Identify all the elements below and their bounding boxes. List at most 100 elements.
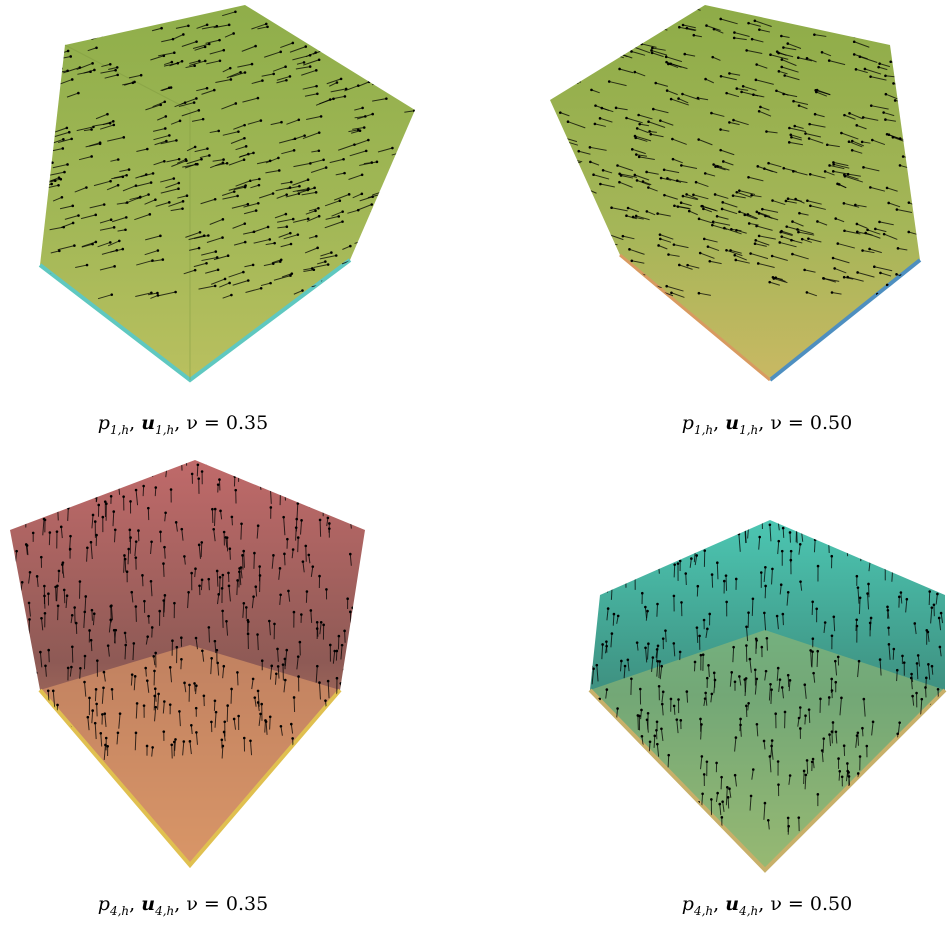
arrow — [324, 200, 340, 207]
arrow-head — [56, 703, 59, 707]
arrow-head — [884, 14, 888, 17]
arrow-head — [71, 221, 75, 225]
arrow-head — [185, 194, 189, 198]
arrow-head — [181, 200, 185, 203]
arrow — [151, 27, 162, 32]
arrow — [857, 661, 860, 678]
arrow-head — [142, 484, 145, 488]
arrow — [251, 23, 267, 30]
arrow — [713, 221, 731, 226]
arrow — [222, 195, 238, 200]
arrow — [878, 12, 894, 20]
arrow-head — [705, 760, 709, 764]
arrow-head — [154, 651, 157, 655]
arrow — [682, 93, 700, 101]
arrow-head — [878, 62, 881, 65]
arrow — [593, 174, 610, 180]
arrow — [196, 87, 208, 92]
arrow-head — [172, 177, 176, 180]
arrow-head — [197, 109, 201, 112]
arrow — [315, 5, 328, 6]
arrow — [535, 204, 544, 206]
arrow — [782, 614, 784, 626]
arrow-head — [630, 148, 634, 151]
arrow — [150, 581, 153, 597]
arrow-head — [59, 525, 63, 529]
arrow-head — [122, 495, 125, 498]
arrow — [874, 266, 893, 272]
arrow-head — [674, 545, 677, 548]
arrow — [564, 247, 576, 253]
arrow-head — [280, 120, 283, 124]
arrow — [392, 55, 408, 62]
arrow — [928, 591, 931, 606]
arrow — [659, 234, 674, 240]
arrow-head — [805, 759, 809, 762]
arrow — [563, 233, 578, 238]
arrow — [289, 463, 293, 473]
arrow-head — [198, 5, 201, 8]
arrow-head — [836, 5, 840, 7]
arrow — [75, 460, 78, 469]
arrow-head — [246, 202, 250, 206]
arrow — [829, 734, 832, 747]
arrow — [31, 494, 34, 509]
arrow — [310, 167, 327, 173]
arrow — [713, 28, 724, 34]
arrow — [732, 647, 735, 663]
arrow — [319, 622, 322, 635]
arrow-head — [60, 67, 63, 70]
arrow — [361, 262, 378, 269]
arrow — [786, 592, 789, 606]
arrow — [114, 630, 117, 644]
arrow — [220, 510, 223, 520]
arrow-head — [234, 102, 238, 105]
arrow-head — [398, 240, 402, 244]
arrow — [154, 140, 167, 146]
arrow-head — [560, 290, 563, 294]
arrow-head — [292, 696, 296, 699]
arrow — [633, 46, 651, 54]
arrow-head — [200, 541, 204, 544]
arrow — [83, 69, 95, 74]
arrow-head — [897, 776, 900, 780]
arrow-head — [619, 288, 622, 291]
arrow — [931, 666, 934, 675]
arrow — [390, 5, 407, 13]
arrow — [301, 191, 317, 196]
arrow-head — [831, 170, 835, 173]
arrow — [18, 440, 19, 457]
arrow-head — [885, 186, 889, 190]
arrow-head — [333, 280, 336, 284]
arrow-head — [88, 629, 91, 632]
arrow-head — [221, 236, 224, 239]
arrow-head — [185, 159, 188, 163]
arrow — [110, 159, 119, 162]
arrow — [41, 286, 58, 291]
arrow-head — [640, 708, 643, 712]
arrow-head — [317, 58, 321, 62]
arrow-head — [180, 657, 183, 661]
arrow-head — [755, 677, 759, 681]
arrow-head — [122, 136, 126, 139]
arrow — [251, 80, 263, 85]
arrow — [47, 67, 62, 73]
arrow — [933, 711, 936, 721]
arrow-head — [754, 78, 758, 82]
arrow-head — [57, 569, 61, 573]
arrow-head — [59, 477, 62, 480]
arrow — [635, 137, 648, 142]
arrow — [798, 544, 801, 555]
arrow-head — [722, 579, 726, 583]
arrow-head — [563, 246, 566, 250]
arrow — [729, 672, 733, 687]
arrow-head — [658, 660, 662, 663]
arrow-head — [394, 63, 398, 67]
arrow — [221, 103, 236, 110]
arrow-head — [815, 607, 819, 611]
arrow — [243, 231, 255, 235]
arrow — [331, 281, 341, 287]
arrow — [296, 503, 299, 520]
arrow — [200, 542, 203, 558]
arrow — [877, 759, 880, 776]
